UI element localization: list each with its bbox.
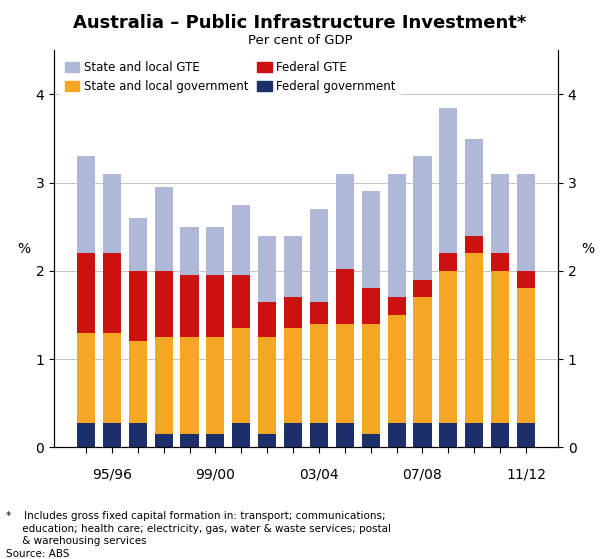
Bar — [284, 328, 302, 423]
Text: 99/00: 99/00 — [196, 467, 235, 481]
Bar — [232, 328, 250, 423]
Bar — [336, 324, 354, 423]
Text: *    Includes gross fixed capital formation in: transport; communications;: * Includes gross fixed capital formation… — [6, 511, 386, 522]
Bar — [491, 423, 509, 447]
Text: & warehousing services: & warehousing services — [6, 536, 146, 546]
Bar — [413, 423, 431, 447]
Text: 95/96: 95/96 — [92, 467, 132, 481]
Bar — [232, 205, 250, 275]
Bar — [155, 271, 173, 337]
Bar — [128, 342, 147, 423]
Bar — [388, 174, 406, 297]
Bar — [206, 227, 224, 275]
Bar — [465, 235, 484, 253]
Bar — [284, 235, 302, 297]
Bar — [103, 174, 121, 253]
Bar — [128, 218, 147, 271]
Bar — [128, 423, 147, 447]
Bar — [439, 253, 457, 271]
Bar — [310, 423, 328, 447]
Bar — [336, 423, 354, 447]
Bar — [103, 253, 121, 333]
Bar — [206, 275, 224, 337]
Bar — [517, 174, 535, 271]
Text: 07/08: 07/08 — [403, 467, 442, 481]
Bar — [362, 324, 380, 434]
Bar — [362, 434, 380, 447]
Bar — [413, 280, 431, 297]
Bar — [310, 302, 328, 324]
Bar — [103, 333, 121, 423]
Bar — [103, 423, 121, 447]
Bar — [284, 423, 302, 447]
Bar — [206, 434, 224, 447]
Bar — [206, 337, 224, 434]
Bar — [77, 423, 95, 447]
Bar — [517, 423, 535, 447]
Y-axis label: %: % — [18, 241, 31, 256]
Bar — [413, 297, 431, 423]
Bar — [388, 297, 406, 315]
Bar — [155, 187, 173, 271]
Bar — [439, 423, 457, 447]
Bar — [517, 288, 535, 423]
Bar — [77, 156, 95, 253]
Text: 03/04: 03/04 — [299, 467, 339, 481]
Bar — [128, 271, 147, 342]
Text: 11/12: 11/12 — [506, 467, 546, 481]
Bar — [336, 269, 354, 324]
Bar — [155, 337, 173, 434]
Bar — [413, 156, 431, 280]
Bar — [258, 302, 276, 337]
Legend: State and local GTE, State and local government, Federal GTE, Federal government: State and local GTE, State and local gov… — [60, 56, 401, 98]
Bar — [439, 108, 457, 253]
Bar — [491, 174, 509, 253]
Bar — [155, 434, 173, 447]
Y-axis label: %: % — [581, 241, 594, 256]
Bar — [517, 271, 535, 288]
Bar — [362, 288, 380, 324]
Bar — [491, 253, 509, 271]
Text: Australia – Public Infrastructure Investment*: Australia – Public Infrastructure Invest… — [73, 14, 527, 32]
Bar — [232, 423, 250, 447]
Bar — [77, 333, 95, 423]
Text: Source: ABS: Source: ABS — [6, 549, 70, 559]
Bar — [181, 337, 199, 434]
Bar — [439, 271, 457, 423]
Bar — [258, 337, 276, 434]
Bar — [77, 253, 95, 333]
Bar — [362, 191, 380, 288]
Text: Per cent of GDP: Per cent of GDP — [248, 34, 352, 46]
Text: education; health care; electricity, gas, water & waste services; postal: education; health care; electricity, gas… — [6, 524, 391, 534]
Bar — [258, 235, 276, 302]
Bar — [284, 297, 302, 328]
Bar — [310, 209, 328, 302]
Bar — [388, 423, 406, 447]
Bar — [465, 139, 484, 235]
Bar — [258, 434, 276, 447]
Bar — [465, 253, 484, 423]
Bar — [388, 315, 406, 423]
Bar — [465, 423, 484, 447]
Bar — [181, 227, 199, 275]
Bar — [310, 324, 328, 423]
Bar — [232, 275, 250, 328]
Bar — [181, 275, 199, 337]
Bar — [181, 434, 199, 447]
Bar — [336, 174, 354, 269]
Bar — [491, 271, 509, 423]
